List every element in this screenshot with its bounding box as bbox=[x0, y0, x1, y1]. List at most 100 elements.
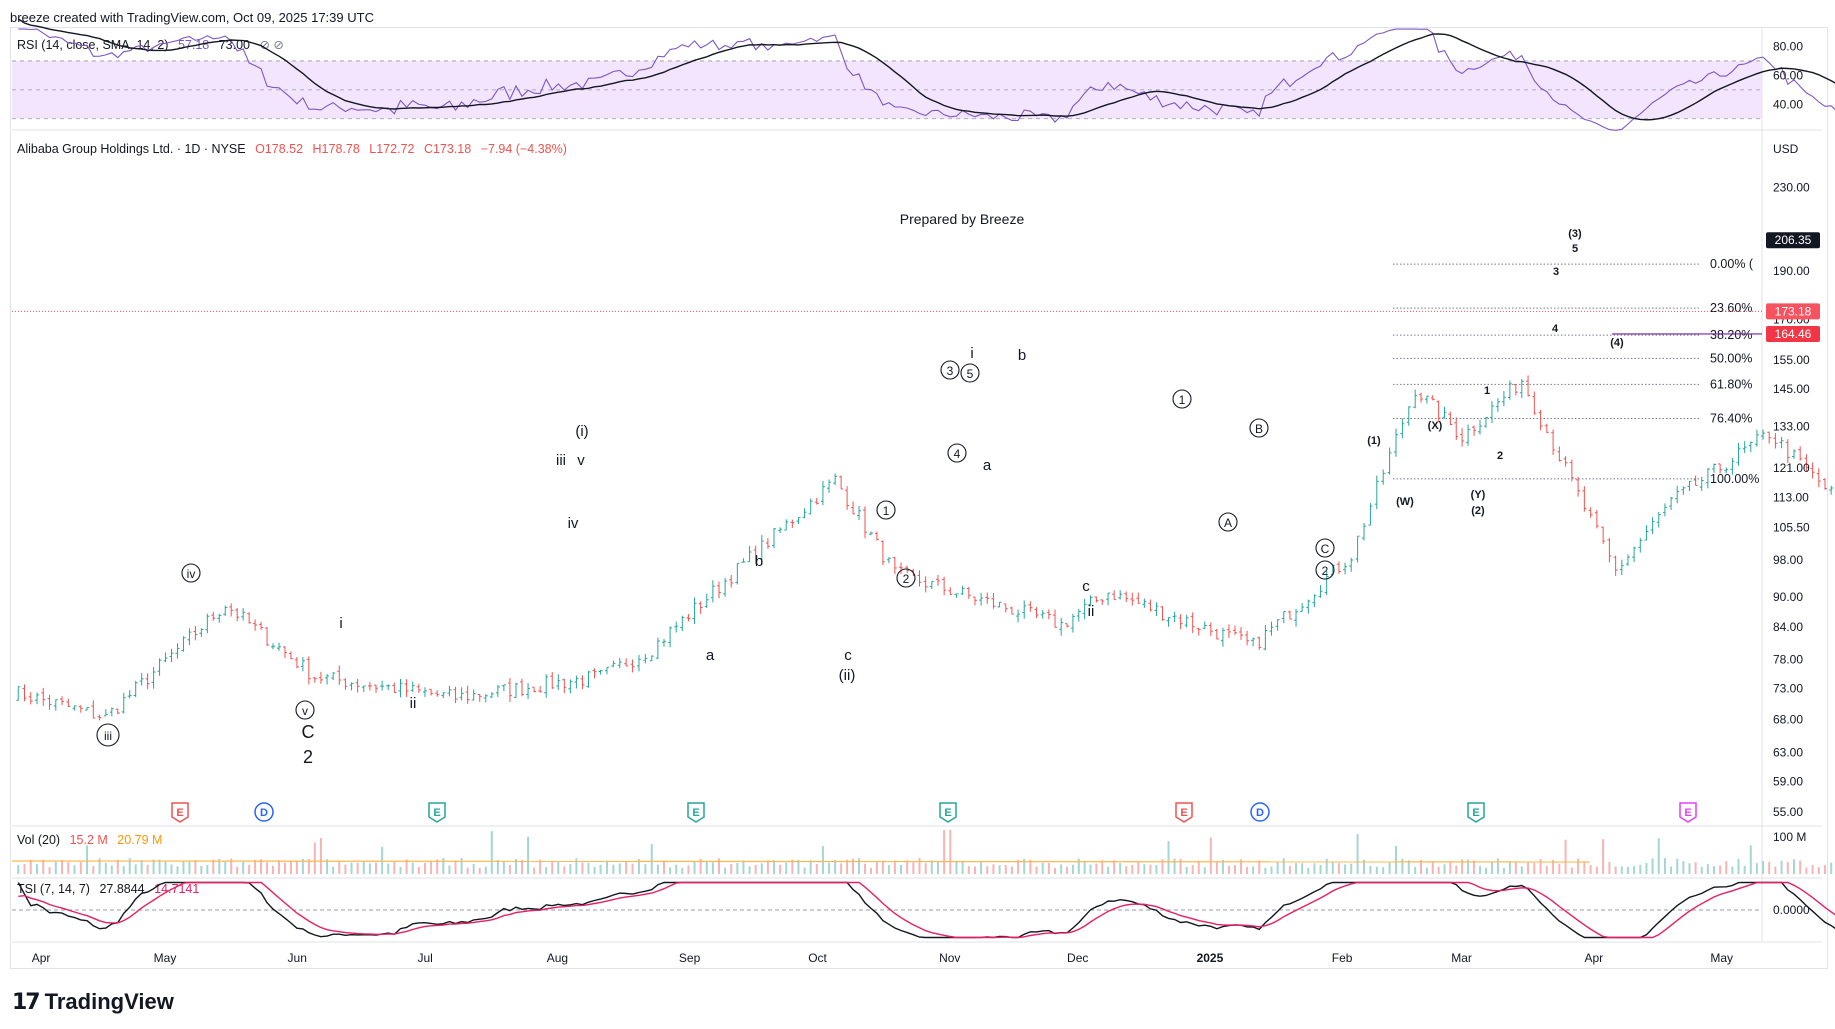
symbol-legend[interactable]: Alibaba Group Holdings Ltd. · 1D · NYSE … bbox=[17, 142, 573, 156]
event-marker-shape bbox=[1175, 802, 1193, 823]
dividend-event-icon[interactable]: D bbox=[1250, 802, 1270, 822]
fib-level-label: 23.60% bbox=[1710, 301, 1752, 315]
wave-label-text: B bbox=[1255, 422, 1263, 436]
candle bbox=[851, 501, 856, 515]
candle bbox=[833, 473, 838, 486]
candle bbox=[1263, 624, 1268, 651]
candle bbox=[78, 705, 83, 713]
candle bbox=[778, 527, 783, 534]
wave-label-text: c bbox=[1082, 578, 1090, 595]
earnings-event-icon[interactable]: E bbox=[1175, 802, 1193, 823]
candle bbox=[1613, 555, 1618, 576]
earnings-event-icon[interactable]: E bbox=[428, 802, 446, 823]
candle bbox=[617, 657, 622, 669]
candle bbox=[1294, 608, 1299, 627]
ohlc-close: C173.18 bbox=[423, 142, 472, 156]
candle bbox=[1393, 428, 1398, 457]
candle bbox=[1106, 592, 1111, 606]
candle bbox=[1526, 375, 1531, 397]
wave-label-text: i bbox=[970, 345, 973, 362]
tsi-pane bbox=[12, 881, 1835, 939]
candle bbox=[985, 592, 990, 604]
candle bbox=[1281, 610, 1286, 624]
wave-label-text: 4 bbox=[1552, 323, 1559, 335]
fib-retracement[interactable]: 0.00% (23.60% 38.20% 50.00% 61.80% 76.40% 100… bbox=[1393, 257, 1759, 486]
grid bbox=[12, 27, 1822, 943]
candle bbox=[899, 562, 904, 575]
candle bbox=[532, 686, 537, 693]
time-axis-tick: May bbox=[1710, 951, 1733, 965]
earnings-event-icon[interactable]: E bbox=[687, 802, 705, 823]
candle bbox=[53, 699, 58, 711]
candle bbox=[361, 685, 366, 692]
wave-label: ii bbox=[410, 695, 417, 712]
chart-frame bbox=[10, 27, 1828, 969]
candle bbox=[1767, 431, 1772, 444]
candle bbox=[1693, 475, 1698, 486]
candle bbox=[1016, 609, 1021, 623]
candle bbox=[1300, 602, 1305, 612]
tsi-legend[interactable]: TSI (7, 14, 7) 27.8844 14.7141 bbox=[17, 882, 205, 896]
candle bbox=[1638, 537, 1643, 553]
candle bbox=[163, 652, 168, 663]
price-axis-tick: 155.00 bbox=[1773, 353, 1810, 367]
tradingview-logo[interactable]: 𝟭𝟳 TradingView bbox=[12, 989, 174, 1015]
wave-label-text: (3) bbox=[1568, 228, 1582, 240]
candle bbox=[294, 657, 299, 669]
candle bbox=[1160, 606, 1165, 621]
candle bbox=[979, 592, 984, 606]
volume-legend[interactable]: Vol (20) 15.2 M 20.79 M bbox=[17, 833, 168, 847]
wave-label-text: iii bbox=[104, 729, 112, 743]
candle bbox=[422, 687, 427, 698]
earnings-event-icon[interactable]: E bbox=[939, 802, 957, 823]
candle bbox=[1406, 406, 1411, 426]
candle bbox=[410, 681, 415, 692]
candle bbox=[1773, 433, 1778, 449]
candle bbox=[1275, 619, 1280, 631]
candle bbox=[139, 673, 144, 686]
fib-level-label: 61.80% bbox=[1710, 377, 1752, 391]
ohlc-open: O178.52 bbox=[255, 142, 304, 156]
symbol-title: Alibaba Group Holdings Ltd. · 1D · NYSE bbox=[17, 142, 246, 156]
wave-label-text: 2 bbox=[903, 572, 910, 586]
candle bbox=[1513, 384, 1518, 396]
tsi-value-1: 27.8844 bbox=[99, 882, 145, 896]
wave-label: B bbox=[1249, 418, 1269, 438]
candle bbox=[1178, 614, 1183, 630]
wave-label-text: iv bbox=[187, 567, 196, 581]
candle bbox=[1381, 469, 1386, 485]
volume-ma-line bbox=[11, 860, 1591, 863]
candle bbox=[790, 519, 795, 528]
earnings-event-icon[interactable]: E bbox=[1679, 802, 1697, 823]
event-marker-shape bbox=[687, 802, 705, 823]
candle bbox=[1730, 457, 1735, 475]
event-marker-shape bbox=[171, 802, 189, 823]
candle bbox=[574, 675, 579, 689]
dividend-event-icon[interactable]: D bbox=[254, 802, 274, 822]
candle bbox=[1251, 637, 1256, 647]
price-axis-tick: 73.00 bbox=[1773, 681, 1803, 695]
candles bbox=[12, 310, 1834, 721]
wave-label-text: 3 bbox=[1553, 266, 1559, 278]
earnings-event-icon[interactable]: E bbox=[1467, 802, 1485, 823]
earnings-event-icon[interactable]: E bbox=[171, 802, 189, 823]
candle bbox=[1312, 594, 1317, 607]
candle bbox=[1519, 378, 1524, 399]
tsi-axis-tick: 0.0000 bbox=[1773, 903, 1810, 917]
candle bbox=[349, 682, 354, 691]
price-tag-text: 173.18 bbox=[1775, 304, 1812, 318]
fib-level-label: 50.00% bbox=[1710, 351, 1752, 365]
event-marker-shape bbox=[939, 802, 957, 823]
candle bbox=[1349, 557, 1354, 572]
candle bbox=[374, 684, 379, 693]
candle bbox=[35, 692, 40, 705]
price-axis-tick: 230.00 bbox=[1773, 181, 1810, 195]
candle bbox=[157, 658, 162, 676]
candle bbox=[611, 660, 616, 668]
candle bbox=[1699, 476, 1704, 492]
candle bbox=[698, 601, 703, 614]
currency-label[interactable]: USD bbox=[1773, 142, 1799, 156]
price-axis-tick: 78.00 bbox=[1773, 653, 1803, 667]
